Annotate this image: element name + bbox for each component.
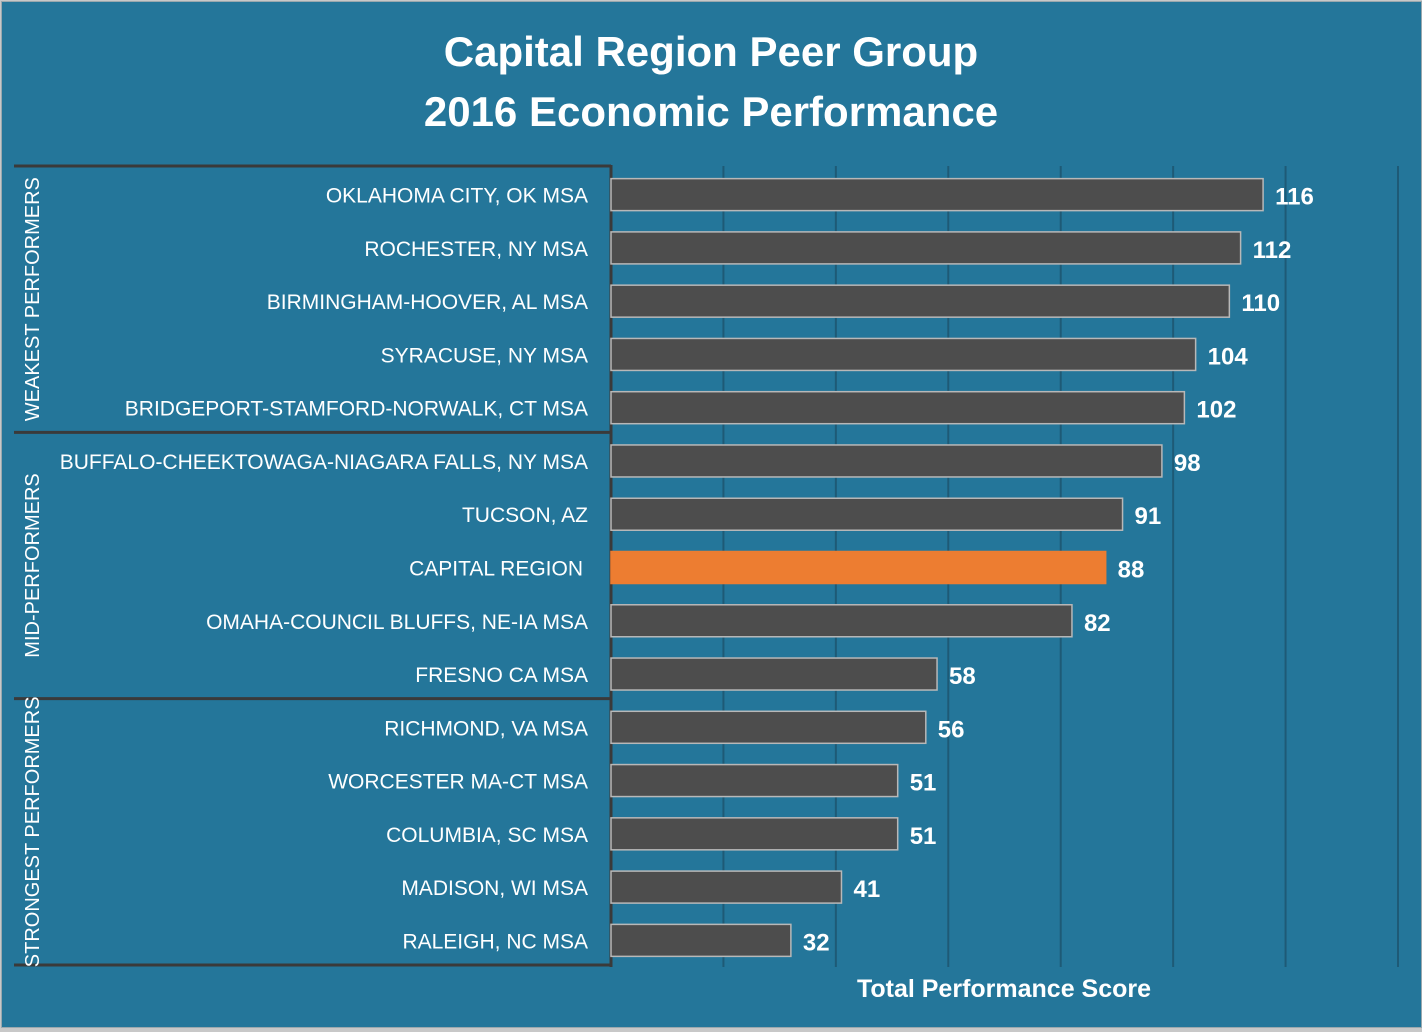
data-label: 98 [1174,450,1201,477]
bar [610,177,1264,212]
category-label: OMAHA-COUNCIL BLUFFS, NE-IA MSA [206,611,588,634]
bar [610,817,899,851]
bar [610,444,1163,478]
data-label: 91 [1135,503,1162,530]
group-label: MID-PERFORMERS [22,473,44,657]
category-label: COLUMBIA, SC MSA [386,824,588,847]
data-label: 51 [910,823,937,850]
bar [610,390,1186,425]
bar [610,231,1242,265]
bar [610,870,843,904]
bar [610,337,1197,372]
data-label: 32 [803,929,830,956]
data-label: 110 [1241,290,1280,317]
data-label: 104 [1208,343,1249,370]
bar [610,923,792,958]
data-label: 88 [1118,557,1145,584]
chart-title-line1: Capital Region Peer Group [444,28,978,75]
category-label: WORCESTER MA-CT MSA [328,771,588,794]
bar [610,763,899,798]
data-label: 82 [1084,610,1111,637]
group-label: STRONGEST PERFORMERS [22,696,44,967]
data-label: 102 [1196,397,1236,424]
category-label: BUFFALO-CHEEKTOWAGA-NIAGARA FALLS, NY MS… [60,451,588,474]
category-label: FRESNO CA MSA [415,664,588,687]
data-label: 56 [938,716,965,743]
data-label: 112 [1253,237,1292,264]
bar [610,550,1107,585]
x-axis-label: Total Performance Score [857,975,1151,1003]
category-label: RALEIGH, NC MSA [402,930,588,953]
category-label: BIRMINGHAM-HOOVER, AL MSA [267,291,588,314]
chart-title-line2: 2016 Economic Performance [424,88,998,135]
bar [610,604,1073,638]
bar [610,284,1231,318]
data-label: 116 [1275,184,1314,211]
category-label: TUCSON, AZ [462,504,588,527]
data-label: 41 [853,876,880,903]
bar [610,710,927,745]
data-label: 58 [949,663,976,690]
category-label: BRIDGEPORT-STAMFORD-NORWALK, CT MSA [125,398,588,421]
bar [610,497,1124,531]
category-label: OKLAHOMA CITY, OK MSA [326,185,588,208]
category-label: RICHMOND, VA MSA [384,717,588,740]
category-label: CAPITAL REGION [409,558,583,581]
bar [610,657,938,691]
category-label: SYRACUSE, NY MSA [381,344,588,367]
group-label: WEAKEST PERFORMERS [22,177,44,421]
data-label: 51 [910,770,937,797]
category-label: MADISON, WI MSA [401,877,588,900]
category-label: ROCHESTER, NY MSA [364,238,588,261]
